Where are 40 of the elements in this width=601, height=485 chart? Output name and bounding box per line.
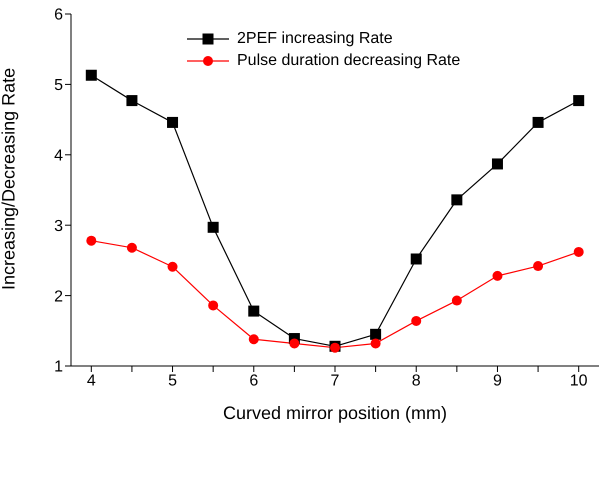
point (533, 261, 544, 272)
x-axis-title: Curved mirror position (mm) (222, 403, 448, 423)
point (532, 116, 544, 128)
point (86, 70, 97, 81)
point (126, 95, 138, 106)
x-tick-label: 7 (330, 372, 340, 390)
point (248, 334, 259, 344)
point (451, 194, 462, 206)
y-tick-label: 3 (54, 218, 64, 235)
x-tick-label: 4 (86, 372, 96, 390)
point (492, 158, 503, 170)
point (289, 338, 300, 348)
x-tick-label: 5 (168, 372, 178, 390)
x-tick-label: 9 (493, 372, 502, 390)
point (452, 296, 462, 306)
point (208, 222, 219, 233)
point (248, 306, 260, 317)
point (126, 242, 137, 253)
x-tick-label: 6 (249, 372, 258, 390)
point (208, 300, 218, 310)
y-axis-title: Increasing/Decreasing Rate (0, 68, 18, 290)
point (86, 236, 96, 246)
y-tick-label: 6 (54, 6, 64, 24)
legend-label: 2PEF increasing Rate (237, 29, 393, 49)
point (167, 116, 178, 128)
point (370, 328, 382, 340)
y-tick-label: 2 (54, 288, 64, 306)
x-tick-label: 10 (570, 372, 588, 390)
point (410, 253, 422, 264)
y-tick-label: 5 (54, 77, 64, 94)
point (168, 262, 178, 272)
y-tick-label: 1 (54, 358, 64, 376)
y-tick-label: 4 (54, 147, 64, 164)
point (370, 338, 381, 348)
point (574, 246, 584, 257)
legend-label: Pulse duration decreasing Rate (237, 51, 460, 71)
point (573, 95, 584, 106)
point (411, 316, 422, 326)
x-tick-label: 8 (412, 372, 421, 390)
point (492, 270, 502, 281)
